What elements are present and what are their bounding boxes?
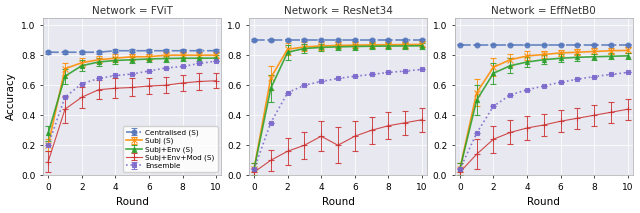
X-axis label: Round: Round [116,197,148,207]
Title: Network = EffNetB0: Network = EffNetB0 [492,6,596,16]
X-axis label: Round: Round [527,197,560,207]
X-axis label: Round: Round [321,197,355,207]
Y-axis label: Accuracy: Accuracy [6,73,15,120]
Title: Network = ResNet34: Network = ResNet34 [284,6,392,16]
Legend: Centralised (S), Subj (S), Subj+Env (S), Subj+Env+Mod (S), Ensemble: Centralised (S), Subj (S), Subj+Env (S),… [123,126,218,172]
Title: Network = FViT: Network = FViT [92,6,173,16]
